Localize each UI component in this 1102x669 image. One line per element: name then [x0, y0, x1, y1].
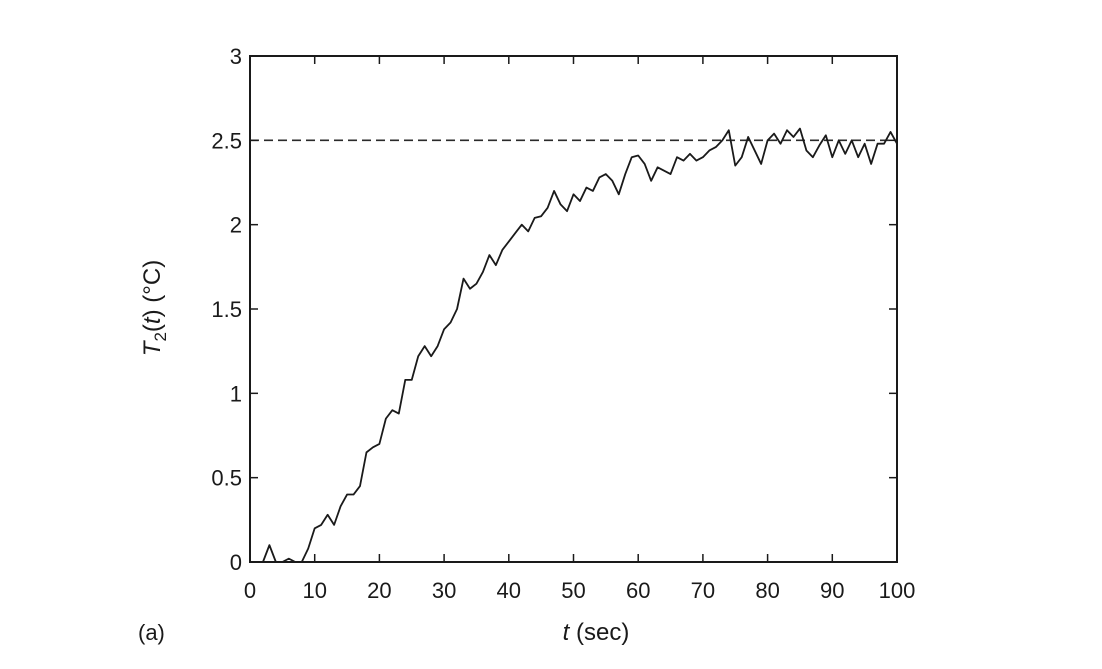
series-line-t2: [250, 127, 898, 563]
x-tick-label-1: 10: [302, 578, 326, 603]
y-axis-label: T2(t) (°C): [139, 260, 170, 356]
y-axis-label-var2: t: [139, 316, 166, 324]
y-axis-label-open: (: [139, 324, 166, 332]
y-tick-label-4: 2: [230, 213, 242, 238]
x-axis-label: t (sec): [563, 619, 630, 646]
x-tick-label-0: 0: [244, 578, 256, 603]
x-tick-label-8: 80: [755, 578, 779, 603]
x-tick-label-3: 30: [432, 578, 456, 603]
panel-label: (a): [138, 620, 165, 645]
y-axis-ticks: 0 0.5 1 1.5 2 2.5 3: [211, 44, 897, 575]
x-tick-label-4: 40: [497, 578, 521, 603]
y-tick-label-1: 0.5: [211, 466, 242, 491]
x-axis-label-unit: (sec): [569, 619, 629, 646]
y-axis-label-unit: (°C): [139, 260, 166, 310]
y-tick-label-5: 2.5: [211, 128, 242, 153]
x-tick-label-10: 100: [879, 578, 916, 603]
plot-frame: [249, 55, 898, 563]
y-tick-label-2: 1: [230, 381, 242, 406]
y-tick-label-0: 0: [230, 550, 242, 575]
x-tick-label-2: 20: [367, 578, 391, 603]
y-tick-label-3: 1.5: [211, 297, 242, 322]
y-axis-label-sub: 2: [151, 332, 170, 341]
y-axis-label-var: T: [139, 339, 166, 356]
x-tick-label-5: 50: [561, 578, 585, 603]
x-axis-ticks: 0 10 20 30 40 50 60 70 80 90 100: [244, 56, 915, 603]
y-axis-label-close: ): [139, 309, 166, 317]
x-tick-label-7: 70: [691, 578, 715, 603]
x-axis-label-var: t: [563, 619, 571, 646]
y-tick-label-6: 3: [230, 44, 242, 69]
x-tick-label-6: 60: [626, 578, 650, 603]
x-tick-label-9: 90: [820, 578, 844, 603]
